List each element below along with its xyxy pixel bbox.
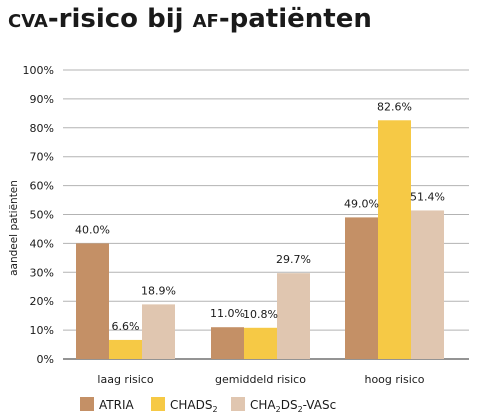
y-tick-label: 40%	[30, 237, 54, 250]
data-label: 10.8%	[243, 308, 278, 321]
chart-title-part: AF	[193, 11, 219, 32]
legend-item: ATRIA	[80, 397, 134, 412]
gridlines	[63, 69, 469, 360]
bar-2-2	[244, 327, 277, 359]
chart-title-part: -patiënten	[219, 4, 372, 34]
data-label: 82.6%	[377, 100, 412, 113]
x-category-label: hoog risico	[364, 373, 424, 386]
data-labels: 40.0% 6.6% 18.9% 11.0%10.8% 29.7% 49.0% 82.6% 5…	[75, 100, 445, 333]
bar-1-1	[76, 243, 109, 359]
legend-item: CHA2DS2-VASc	[231, 397, 336, 414]
y-tick-label: 60%	[30, 180, 54, 193]
bar-1-3	[142, 304, 175, 359]
legend-label: CHADS2	[170, 398, 218, 414]
chart-title-part: CVA	[8, 11, 48, 32]
data-label: 51.4%	[410, 190, 445, 203]
legend-label: CHA2DS2-VASc	[250, 398, 336, 414]
data-label: 11.0%	[210, 307, 245, 320]
data-label: 40.0%	[75, 223, 110, 236]
legend-label: ATRIA	[99, 398, 134, 412]
legend-label-part: CHA	[250, 398, 276, 412]
legend-label-part: 2	[212, 405, 217, 414]
data-label: 6.6%	[112, 320, 140, 333]
x-category-label: gemiddeld risico	[215, 373, 306, 386]
legend-label-part: ATRIA	[99, 398, 134, 412]
y-tick-label: 90%	[30, 93, 54, 106]
data-label: 18.9%	[141, 284, 176, 297]
y-tick-label: 100%	[23, 64, 54, 77]
y-tick-label: 50%	[30, 209, 54, 222]
legend-label-part: -VASc	[303, 398, 337, 412]
legend-label-part: 2	[298, 405, 303, 414]
legend-label-part: CHADS	[170, 398, 212, 412]
y-tick-label: 80%	[30, 122, 54, 135]
legend-swatch	[231, 397, 245, 411]
y-axis-ticks: 0% 10% 20% 30% 40% 50% 60% 70% 80% 90% 100%	[23, 64, 54, 366]
bar-1-2	[109, 339, 142, 359]
legend-swatch	[151, 397, 165, 411]
bar-2-3	[277, 273, 310, 359]
legend-swatch	[80, 397, 94, 411]
legend-item: CHADS2	[151, 397, 218, 414]
x-category-label: laag risico	[97, 373, 153, 386]
data-label: 49.0%	[344, 197, 379, 210]
category-labels: laag risico gemiddeld risico hoog risico	[97, 373, 424, 386]
bar-2-1	[211, 327, 244, 359]
y-tick-label: 20%	[30, 295, 54, 308]
legend-label-part: DS	[281, 398, 298, 412]
chart-title: CVA-risico bij AF-patiënten	[8, 4, 372, 34]
y-tick-label: 10%	[30, 324, 54, 337]
y-axis-title: aandeel patiënten	[8, 180, 20, 276]
bar-3-1	[345, 217, 378, 359]
y-tick-label: 70%	[30, 151, 54, 164]
legend: ATRIA CHADS2 CHA2DS2-VASc	[80, 397, 336, 414]
bar-3-3	[411, 210, 444, 359]
y-tick-label: 30%	[30, 266, 54, 279]
data-label: 29.7%	[276, 253, 311, 266]
chart-title-part: -risico bij	[48, 4, 193, 34]
y-tick-label: 0%	[37, 353, 54, 366]
bar-3-2	[378, 120, 411, 359]
legend-label-part: 2	[276, 405, 281, 414]
bars	[76, 120, 444, 359]
